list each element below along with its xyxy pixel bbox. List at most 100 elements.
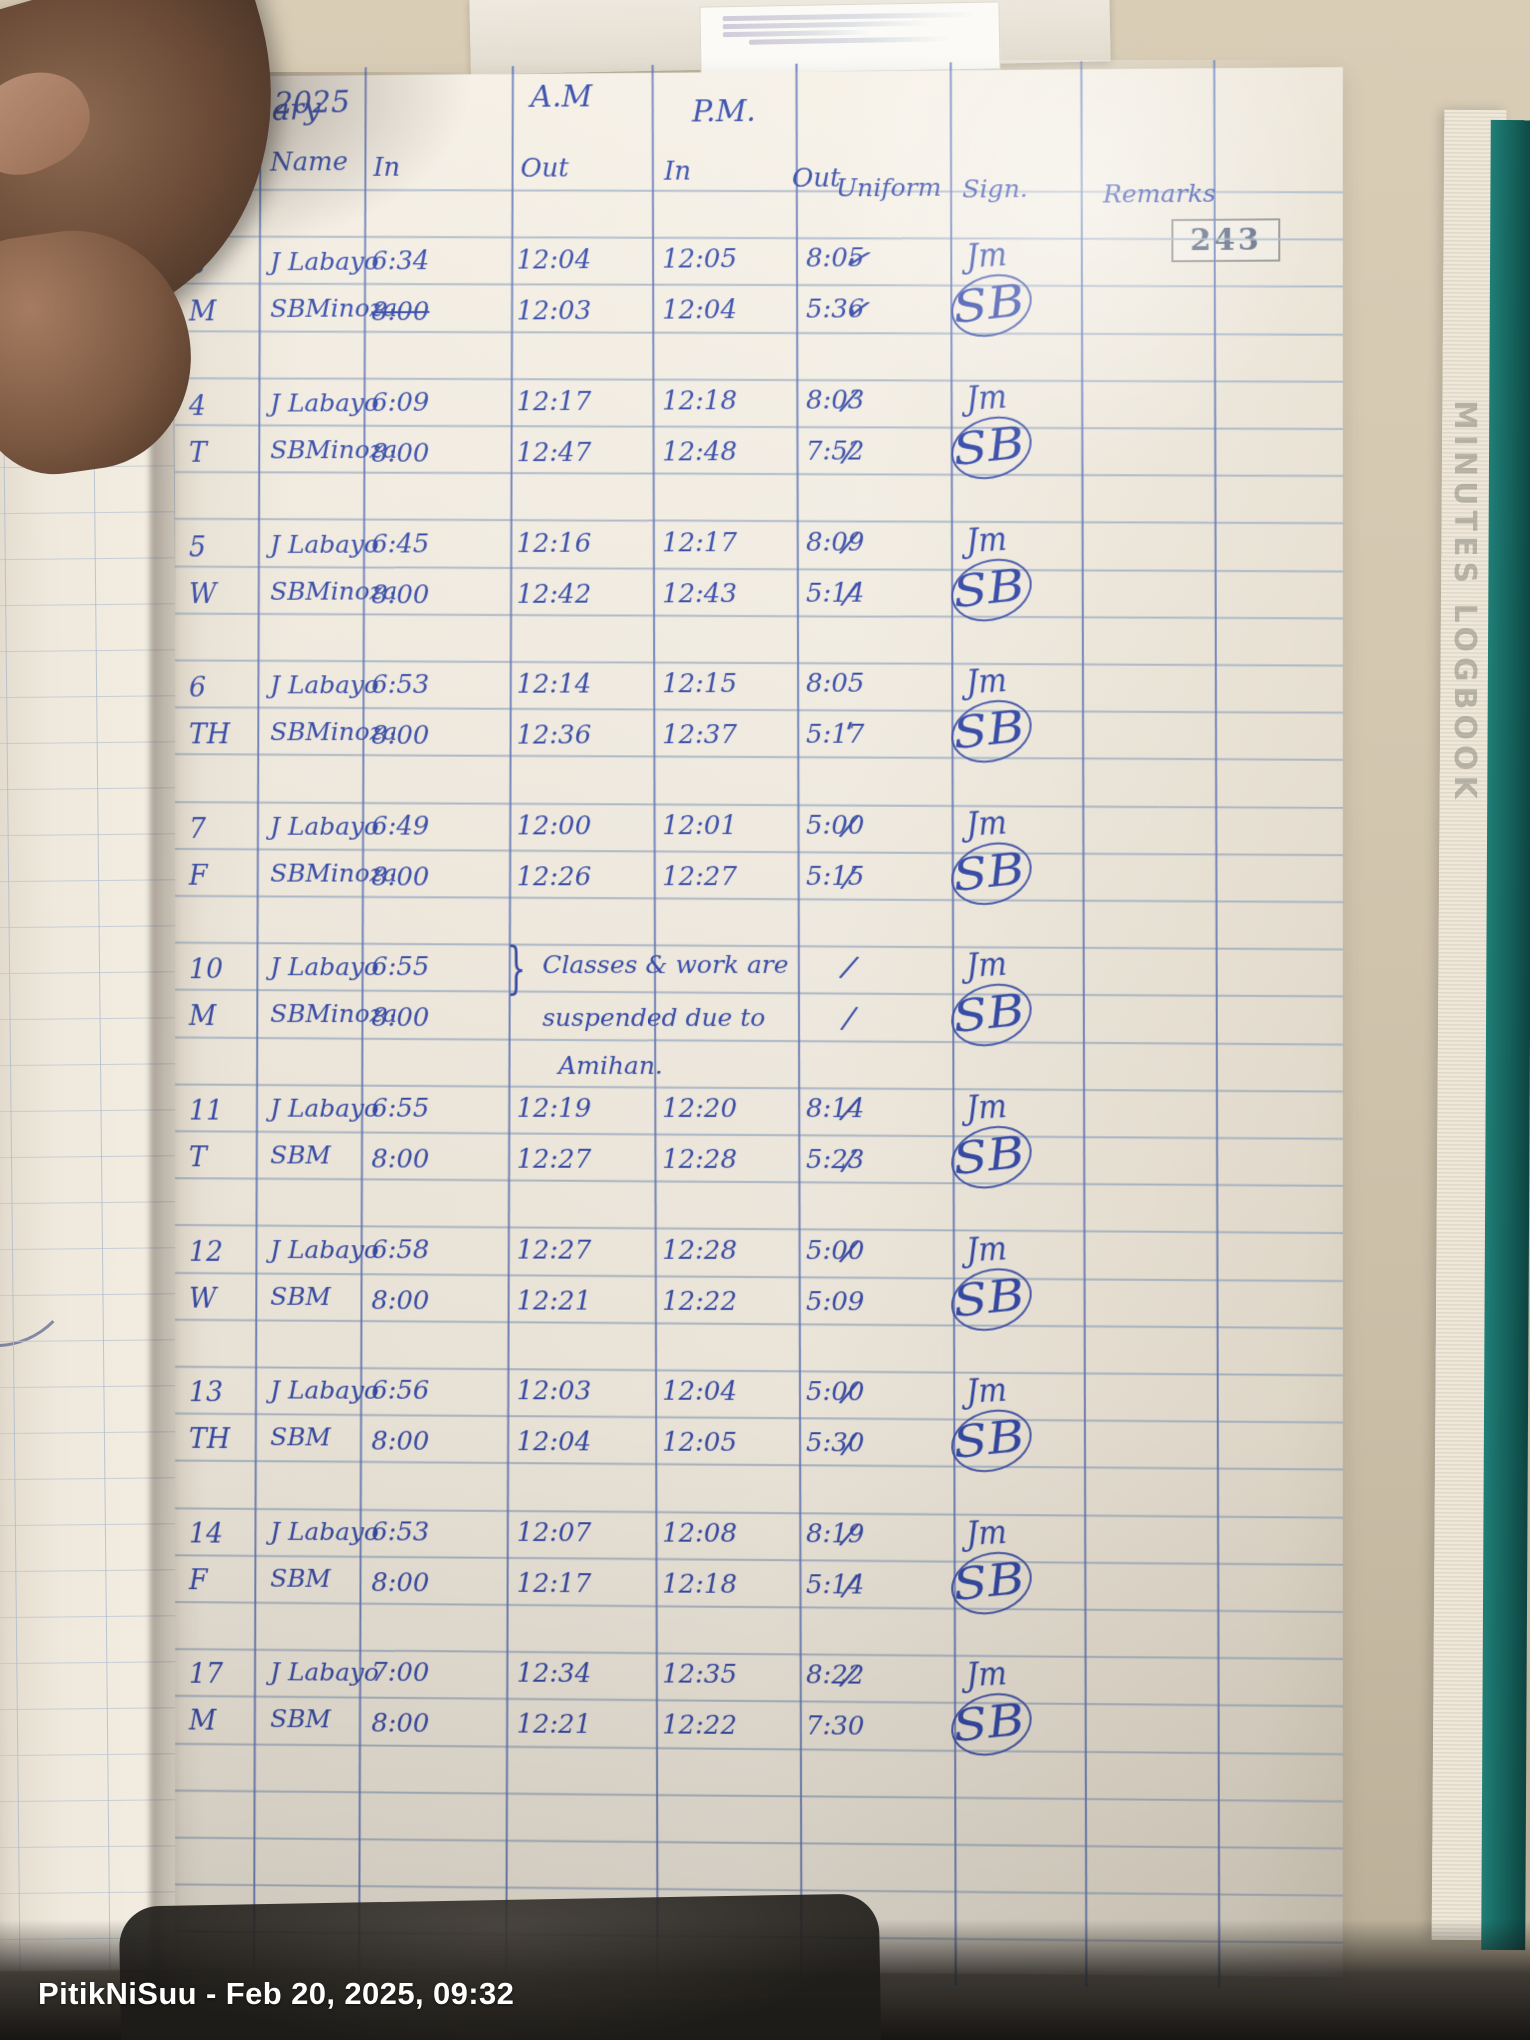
signature-loop (942, 832, 1040, 915)
handwritten-text: SBM (270, 1140, 331, 1170)
handwritten-text: 6:53 (371, 670, 430, 701)
handwritten-text: 12:04 (662, 295, 737, 326)
handwritten-text: 12:03 (516, 1376, 592, 1407)
handwritten-text: 12:17 (516, 1568, 592, 1599)
ruled-line (175, 1036, 1343, 1045)
handwritten-text: 8:00 (371, 1003, 430, 1034)
handwritten-text: J Labayo (270, 952, 379, 982)
handwritten-text: 12:14 (516, 669, 592, 700)
signature-loop (942, 406, 1040, 490)
handwritten-text: 12:08 (662, 1518, 737, 1549)
spine-label: MINUTES LOGBOOK (1447, 400, 1482, 804)
ruled-line (175, 1083, 1343, 1092)
signature-mark: Jm (965, 945, 1008, 987)
handwritten-text: 12:48 (662, 437, 737, 468)
handwritten-text: 12:21 (516, 1709, 592, 1741)
handwritten-text: Amihan. (558, 1051, 663, 1081)
column-rule-7 (1213, 60, 1220, 1988)
signature-loop (942, 1541, 1040, 1625)
signature-loop (942, 1257, 1040, 1341)
handwritten-text: 5:09 (806, 1286, 865, 1317)
ruled-line (175, 1601, 1343, 1613)
handwritten-text: 12:22 (662, 1286, 737, 1317)
handwritten-text: J Labayo (270, 1093, 379, 1123)
ruled-line (175, 1224, 1343, 1234)
handwritten-text: 12:35 (662, 1659, 737, 1691)
handwritten-text: 12:43 (662, 578, 737, 609)
ruled-line (175, 424, 1343, 430)
handwritten-text: 8:00 (371, 438, 430, 469)
handwritten-text: 12:26 (516, 862, 592, 893)
handwritten-text: ✓ (841, 291, 872, 330)
ruled-line (175, 706, 1343, 714)
handwritten-text: P.M. (692, 94, 756, 130)
handwritten-text: 12:19 (516, 1093, 592, 1124)
printed-receipt-slip (699, 1, 1001, 75)
handwritten-text: SBM (270, 1281, 331, 1311)
handwritten-text: Uniform (836, 172, 942, 203)
ruled-line (175, 1365, 1343, 1376)
handwritten-text: Out (520, 153, 569, 184)
signature-mark: Jm (965, 1654, 1008, 1696)
handwritten-text: 12:03 (516, 296, 592, 327)
handwritten-text: 8:00 (371, 1285, 430, 1316)
handwritten-text: J Labayo (270, 670, 379, 700)
signature-mark: Jm (965, 1513, 1008, 1554)
handwritten-text: 6:45 (371, 529, 430, 560)
handwritten-text: 6:49 (371, 811, 430, 842)
handwritten-text: 12:15 (662, 669, 737, 700)
handwritten-text: SBM (270, 1563, 331, 1593)
ruled-line (175, 612, 1343, 619)
ruled-line (175, 1318, 1343, 1329)
ruled-line (175, 1742, 1343, 1755)
ruled-line (175, 941, 1343, 950)
handwritten-text: 12:18 (662, 386, 737, 417)
handwritten-text: 6:55 (371, 952, 430, 983)
handwritten-text: suspended due to (542, 1003, 766, 1033)
ruled-line (175, 282, 1343, 288)
handwritten-text: 12:21 (516, 1286, 592, 1317)
handwritten-text: Name (270, 147, 348, 178)
handwritten-text: 12:17 (662, 527, 737, 558)
ruled-line (175, 847, 1343, 856)
ruled-line (175, 1554, 1343, 1566)
signature-mark: Jm (965, 519, 1008, 561)
handwritten-text: 8:00 (371, 862, 430, 893)
signature-mark: Jm (965, 661, 1008, 703)
handwritten-text: 8:00 (371, 1144, 430, 1175)
signature-mark: Jm (965, 377, 1008, 419)
column-rule-6 (1080, 61, 1087, 1987)
ruled-line (175, 1412, 1343, 1424)
handwritten-text: 8:00 (371, 1426, 430, 1457)
handwritten-text: SBM (270, 1422, 331, 1452)
handwritten-text: 7:30 (806, 1711, 865, 1743)
column-rule-4 (795, 63, 803, 1985)
handwritten-text: 6:58 (371, 1234, 430, 1265)
handwritten-text: In (664, 156, 692, 187)
handwritten-text: 8:05 (806, 668, 865, 700)
signature-mark: Jm (965, 1087, 1008, 1128)
handwritten-text: 12:28 (662, 1235, 737, 1266)
thumbnail (0, 53, 105, 192)
handwritten-text: 8:00 (371, 1567, 430, 1599)
handwritten-text: 12:47 (516, 437, 592, 469)
ruled-line (175, 1789, 1343, 1802)
book-cover-spine (1481, 119, 1530, 1951)
handwritten-text: 12:04 (516, 245, 592, 276)
handwritten-text: 12:16 (516, 528, 592, 559)
ruled-line (175, 235, 1343, 241)
signature-mark: Jm (965, 235, 1008, 277)
handwritten-text: 12:37 (662, 720, 737, 751)
handwritten-text: Classes & work are (542, 950, 789, 980)
signature-loop (942, 264, 1040, 348)
ruled-line (175, 329, 1343, 335)
handwritten-text: J Labayo (270, 529, 379, 559)
handwritten-text: 12:27 (516, 1144, 592, 1175)
handwritten-text: J Labayo (270, 1375, 379, 1405)
handwritten-text: 6:55 (371, 1093, 430, 1124)
ruled-line (175, 1695, 1343, 1708)
ruled-line (175, 565, 1343, 572)
handwritten-text: / (841, 1000, 857, 1037)
handwritten-text: 2025 (273, 84, 351, 122)
handwritten-text: / (839, 949, 859, 987)
